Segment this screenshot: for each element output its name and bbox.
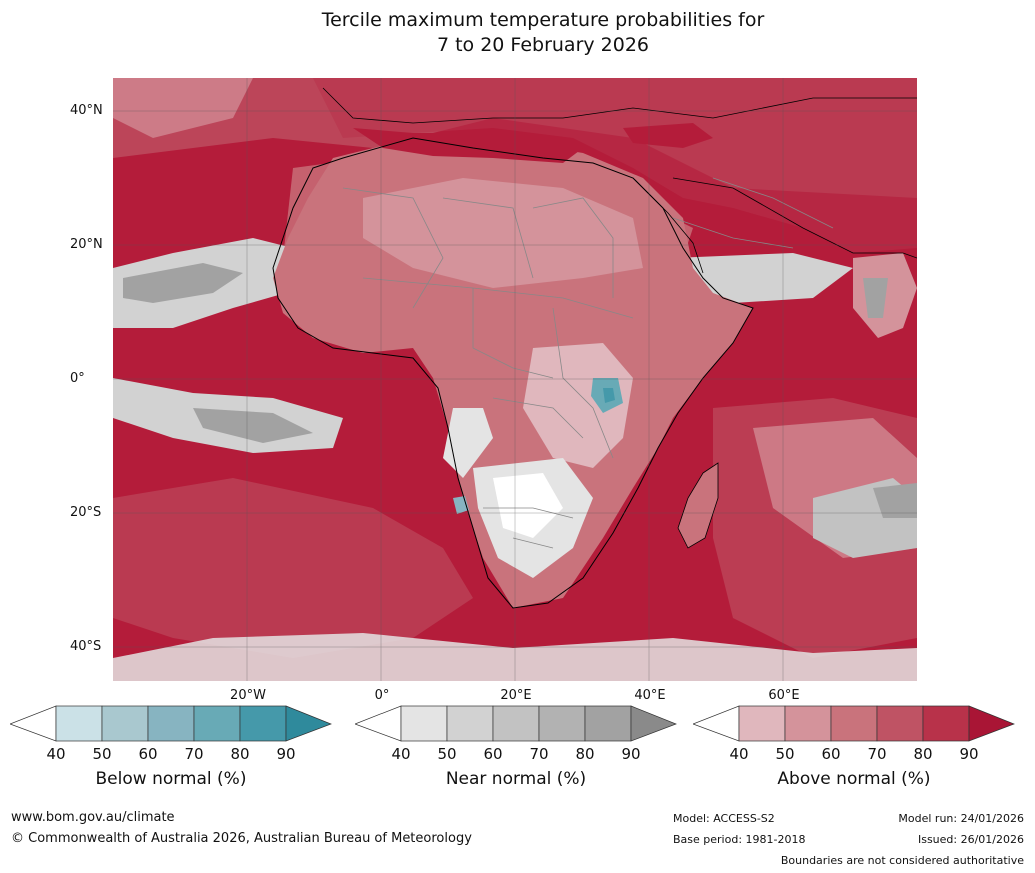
lat-label-0: 0° xyxy=(70,371,85,386)
lon-label-20w: 20°W xyxy=(230,688,266,703)
colorbar-below-normal: 40 50 60 70 80 90 Below normal (%) xyxy=(9,705,332,795)
india-near-core xyxy=(863,278,888,318)
cb-above-swatch-1 xyxy=(738,705,786,742)
cb-above-tick-40: 40 xyxy=(729,745,749,763)
title-line-2: 7 to 20 February 2026 xyxy=(436,34,650,56)
title-line-1: Tercile maximum temperature probabilitie… xyxy=(321,9,765,31)
black-sea xyxy=(623,123,713,148)
model-text: Model: ACCESS-S2 xyxy=(673,812,775,825)
europe-coast xyxy=(322,87,917,124)
base-period-text: Base period: 1981-2018 xyxy=(673,833,806,846)
cb-near-tick-90: 90 xyxy=(621,745,641,763)
map-title: Tercile maximum temperature probabilitie… xyxy=(0,8,1035,58)
disclaimer-text: Boundaries are not considered authoritat… xyxy=(780,854,1024,867)
cb-below-swatch-5 xyxy=(239,705,287,742)
colorbar-above-swatches xyxy=(692,705,1015,742)
graticule xyxy=(113,78,917,681)
colorbar-below-swatches xyxy=(9,705,332,742)
cb-below-swatch-6 xyxy=(285,705,332,742)
eurasia-land xyxy=(313,78,917,253)
red-sea-coast xyxy=(632,177,704,274)
lat-label-40n: 40°N xyxy=(70,103,103,118)
madagascar xyxy=(677,462,719,549)
colorbar-above-normal: 40 50 60 70 80 90 Above normal (%) xyxy=(692,705,1015,795)
map-canvas xyxy=(113,78,917,681)
lon-label-40e: 40°E xyxy=(634,688,666,703)
cb-below-tick-90: 90 xyxy=(276,745,296,763)
cb-below-tick-40: 40 xyxy=(46,745,66,763)
cb-below-tick-80: 80 xyxy=(230,745,250,763)
cb-near-tick-60: 60 xyxy=(483,745,503,763)
near-normal-south-atlantic-core xyxy=(193,408,313,443)
cb-below-tick-60: 60 xyxy=(138,745,158,763)
cb-above-swatch-2 xyxy=(784,705,832,742)
issued-text: Issued: 26/01/2026 xyxy=(917,833,1024,846)
lon-label-20e: 20°E xyxy=(500,688,532,703)
cb-above-tick-70: 70 xyxy=(867,745,887,763)
cb-above-tick-50: 50 xyxy=(775,745,795,763)
near-normal-atlantic-core xyxy=(123,263,243,303)
lon-label-0: 0° xyxy=(374,688,390,703)
cb-above-tick-80: 80 xyxy=(913,745,933,763)
cb-near-swatch-6 xyxy=(630,705,677,742)
cb-above-tick-90: 90 xyxy=(959,745,979,763)
cb-near-tick-70: 70 xyxy=(529,745,549,763)
cb-below-swatch-3 xyxy=(147,705,195,742)
cb-near-title: Near normal (%) xyxy=(445,769,587,789)
above-50-northwest xyxy=(113,78,253,138)
arabia-coast xyxy=(672,177,917,259)
colorbar-near-normal: 40 50 60 70 80 90 Near normal (%) xyxy=(354,705,677,795)
cb-below-swatch-0 xyxy=(9,705,57,742)
near-normal-east-core xyxy=(873,483,917,518)
cb-above-swatch-3 xyxy=(830,705,878,742)
angola-near xyxy=(443,408,493,478)
country-borders xyxy=(342,177,834,549)
cb-near-swatch-2 xyxy=(446,705,494,742)
lat-label-20n: 20°N xyxy=(70,237,103,252)
cb-above-title: Above normal (%) xyxy=(777,769,931,789)
cb-near-tick-80: 80 xyxy=(575,745,595,763)
cb-near-swatch-4 xyxy=(538,705,586,742)
lon-label-60e: 60°E xyxy=(768,688,800,703)
copyright-text: © Commonwealth of Australia 2026, Austra… xyxy=(11,831,472,846)
cb-near-swatch-1 xyxy=(400,705,448,742)
cb-above-tick-60: 60 xyxy=(821,745,841,763)
model-run-text: Model run: 24/01/2026 xyxy=(898,812,1024,825)
cb-near-swatch-0 xyxy=(354,705,402,742)
cb-near-tick-50: 50 xyxy=(437,745,457,763)
above-70-south-atlantic xyxy=(113,478,473,658)
cb-below-tick-70: 70 xyxy=(184,745,204,763)
central-africa-light xyxy=(523,343,633,468)
cb-below-swatch-2 xyxy=(101,705,149,742)
website-link[interactable]: www.bom.gov.au/climate xyxy=(11,810,175,825)
cb-above-swatch-0 xyxy=(692,705,740,742)
cb-near-swatch-3 xyxy=(492,705,540,742)
cb-near-tick-40: 40 xyxy=(391,745,411,763)
lat-label-40s: 40°S xyxy=(70,639,102,654)
cb-below-swatch-1 xyxy=(55,705,103,742)
near-normal-arabian-sea xyxy=(673,253,853,303)
probability-map xyxy=(113,78,917,681)
southern-africa-white xyxy=(493,473,563,538)
cb-below-title: Below normal (%) xyxy=(95,769,247,789)
africa-coastline xyxy=(272,137,754,609)
cb-above-swatch-4 xyxy=(876,705,924,742)
lake-victoria-core xyxy=(603,388,615,403)
colorbar-near-swatches xyxy=(354,705,677,742)
cb-above-swatch-6 xyxy=(968,705,1015,742)
cb-below-tick-50: 50 xyxy=(92,745,112,763)
cb-near-swatch-5 xyxy=(584,705,632,742)
sahara-lighter xyxy=(363,178,643,288)
mediterranean-sea xyxy=(353,128,583,163)
cb-below-swatch-4 xyxy=(193,705,241,742)
cb-above-swatch-5 xyxy=(922,705,970,742)
lat-label-20s: 20°S xyxy=(70,505,102,520)
